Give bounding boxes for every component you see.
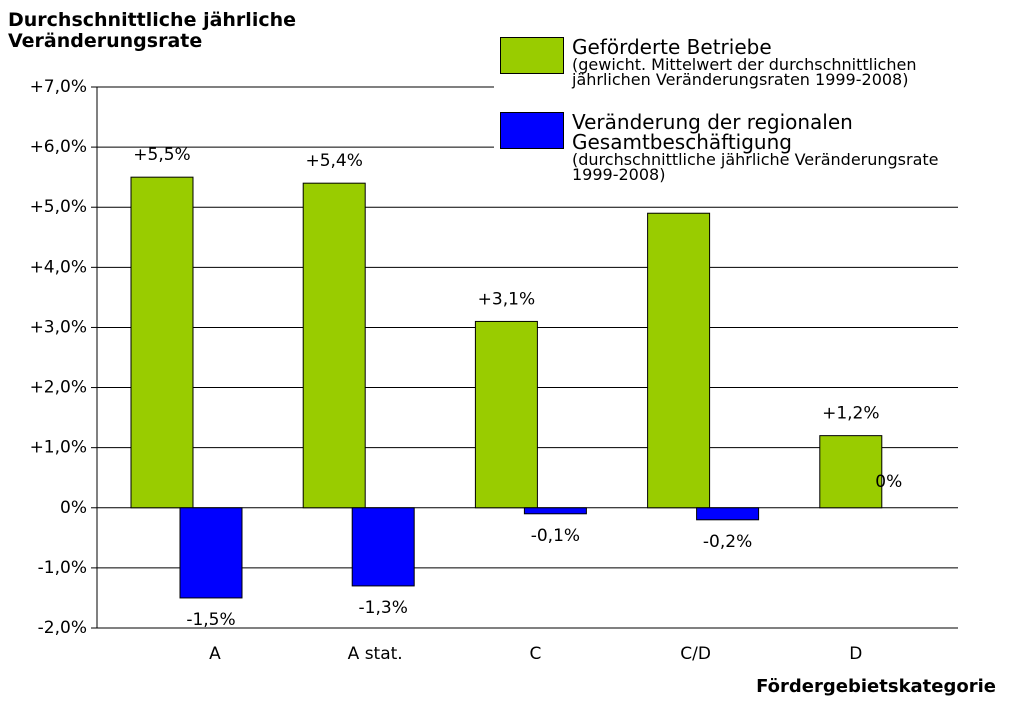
- y-tick-label: -1,0%: [38, 558, 87, 578]
- data-label: -1,5%: [186, 610, 235, 630]
- x-tick-label: C/D: [680, 644, 711, 664]
- data-label: +1,2%: [822, 404, 879, 424]
- legend-note: (durchschnittliche jährliche Veränderung…: [572, 150, 939, 184]
- x-tick-label: D: [849, 644, 862, 664]
- data-label: -0,2%: [703, 532, 752, 552]
- legend-swatch: [500, 112, 564, 149]
- bar: [351, 507, 415, 587]
- y-tick-label: 0%: [60, 498, 87, 518]
- bar: [647, 212, 711, 509]
- data-label: +5,5%: [133, 145, 190, 165]
- x-tick-label: A: [209, 644, 221, 664]
- legend-note: (gewicht. Mittelwert der durchschnittlic…: [572, 55, 917, 89]
- y-tick-label: +6,0%: [30, 137, 87, 157]
- y-tick-label: +7,0%: [30, 77, 87, 97]
- data-label: +3,1%: [478, 289, 535, 309]
- y-tick-label: +5,0%: [30, 197, 87, 217]
- data-label: -0,1%: [531, 526, 580, 546]
- y-tick-label: +4,0%: [30, 257, 87, 277]
- y-tick-label: +1,0%: [30, 438, 87, 458]
- bar: [819, 435, 883, 509]
- legend-label: Geförderte Betriebe: [572, 35, 772, 59]
- y-tick-label: +3,0%: [30, 317, 87, 337]
- x-axis-label: Fördergebietskategorie: [756, 676, 996, 697]
- data-label: -1,3%: [359, 598, 408, 618]
- y-tick-label: +2,0%: [30, 378, 87, 398]
- chart-title: Durchschnittliche jährliche Veränderungs…: [8, 9, 297, 52]
- x-tick-label: C: [529, 644, 541, 664]
- y-tick-label: -2,0%: [38, 618, 87, 638]
- legend: Geförderte Betriebe (gewicht. Mittelwert…: [494, 32, 964, 194]
- bar: [696, 507, 760, 521]
- bar: [130, 176, 194, 509]
- data-label: +5,4%: [305, 151, 362, 171]
- bar: [523, 507, 587, 515]
- bar: [474, 320, 538, 509]
- legend-label: Veränderung der regionalen Gesamtbeschäf…: [572, 110, 853, 154]
- bar: [302, 182, 366, 509]
- x-tick-label: A stat.: [348, 644, 403, 664]
- data-label: 0%: [875, 472, 902, 492]
- legend-swatch: [500, 37, 564, 74]
- bar: [179, 507, 243, 599]
